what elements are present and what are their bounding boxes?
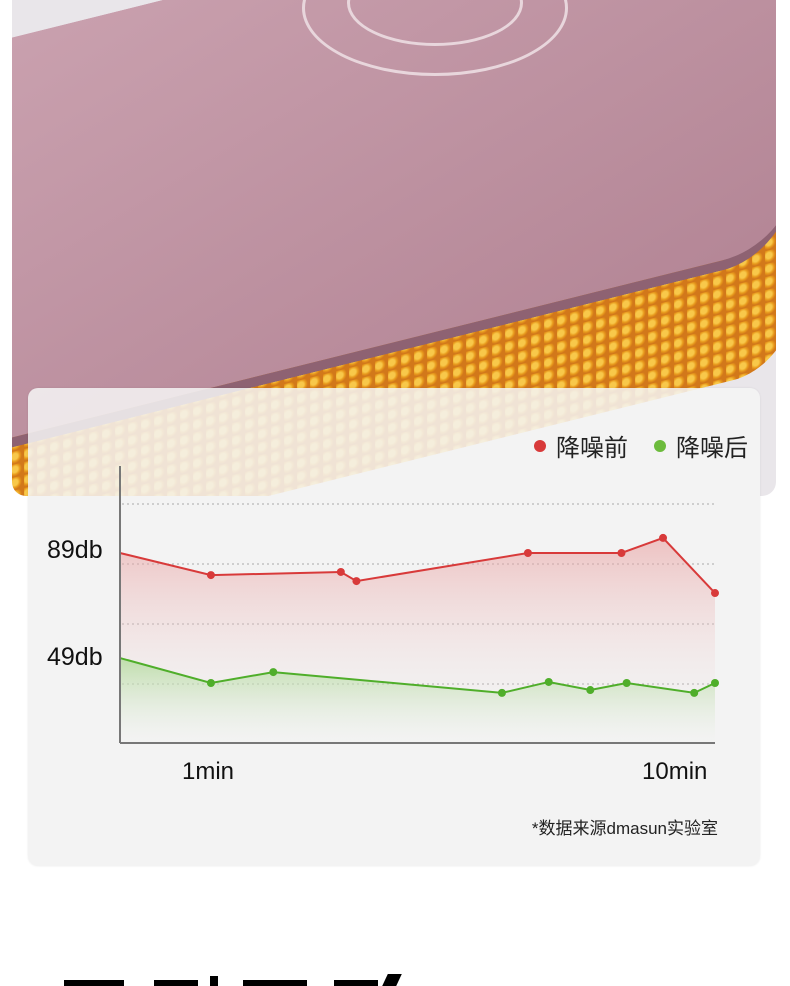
series-area [120, 658, 715, 743]
data-point [497, 688, 506, 697]
data-point [206, 679, 215, 687]
x-tick-label: 10min [642, 758, 708, 785]
x-tick-label: 1min [182, 758, 235, 785]
data-point [711, 679, 719, 687]
data-point [622, 679, 631, 687]
data-point [206, 571, 215, 580]
data-point [544, 677, 553, 686]
data-point [690, 688, 699, 697]
chart-legend: 降噪前 降噪后 [534, 428, 748, 463]
legend-label: 降噪前 [556, 435, 628, 462]
legend-dot-icon [534, 439, 546, 452]
data-point [352, 577, 361, 586]
source-note: *数据来源dmasun实验室 [531, 819, 718, 838]
y-tick-label: 89db [47, 536, 103, 564]
legend-item-before: 降噪前 [534, 428, 628, 463]
legend-label: 降噪后 [676, 435, 748, 462]
series-line [119, 536, 716, 594]
y-tick-label: 49db [47, 643, 103, 671]
data-point [523, 549, 532, 557]
data-point [586, 686, 595, 695]
data-point [711, 589, 719, 598]
legend-dot-icon [654, 439, 666, 452]
legend-item-after: 降噪后 [654, 428, 748, 463]
data-point [659, 533, 668, 542]
data-point [617, 549, 626, 557]
data-point [269, 668, 278, 677]
data-point [336, 567, 345, 576]
